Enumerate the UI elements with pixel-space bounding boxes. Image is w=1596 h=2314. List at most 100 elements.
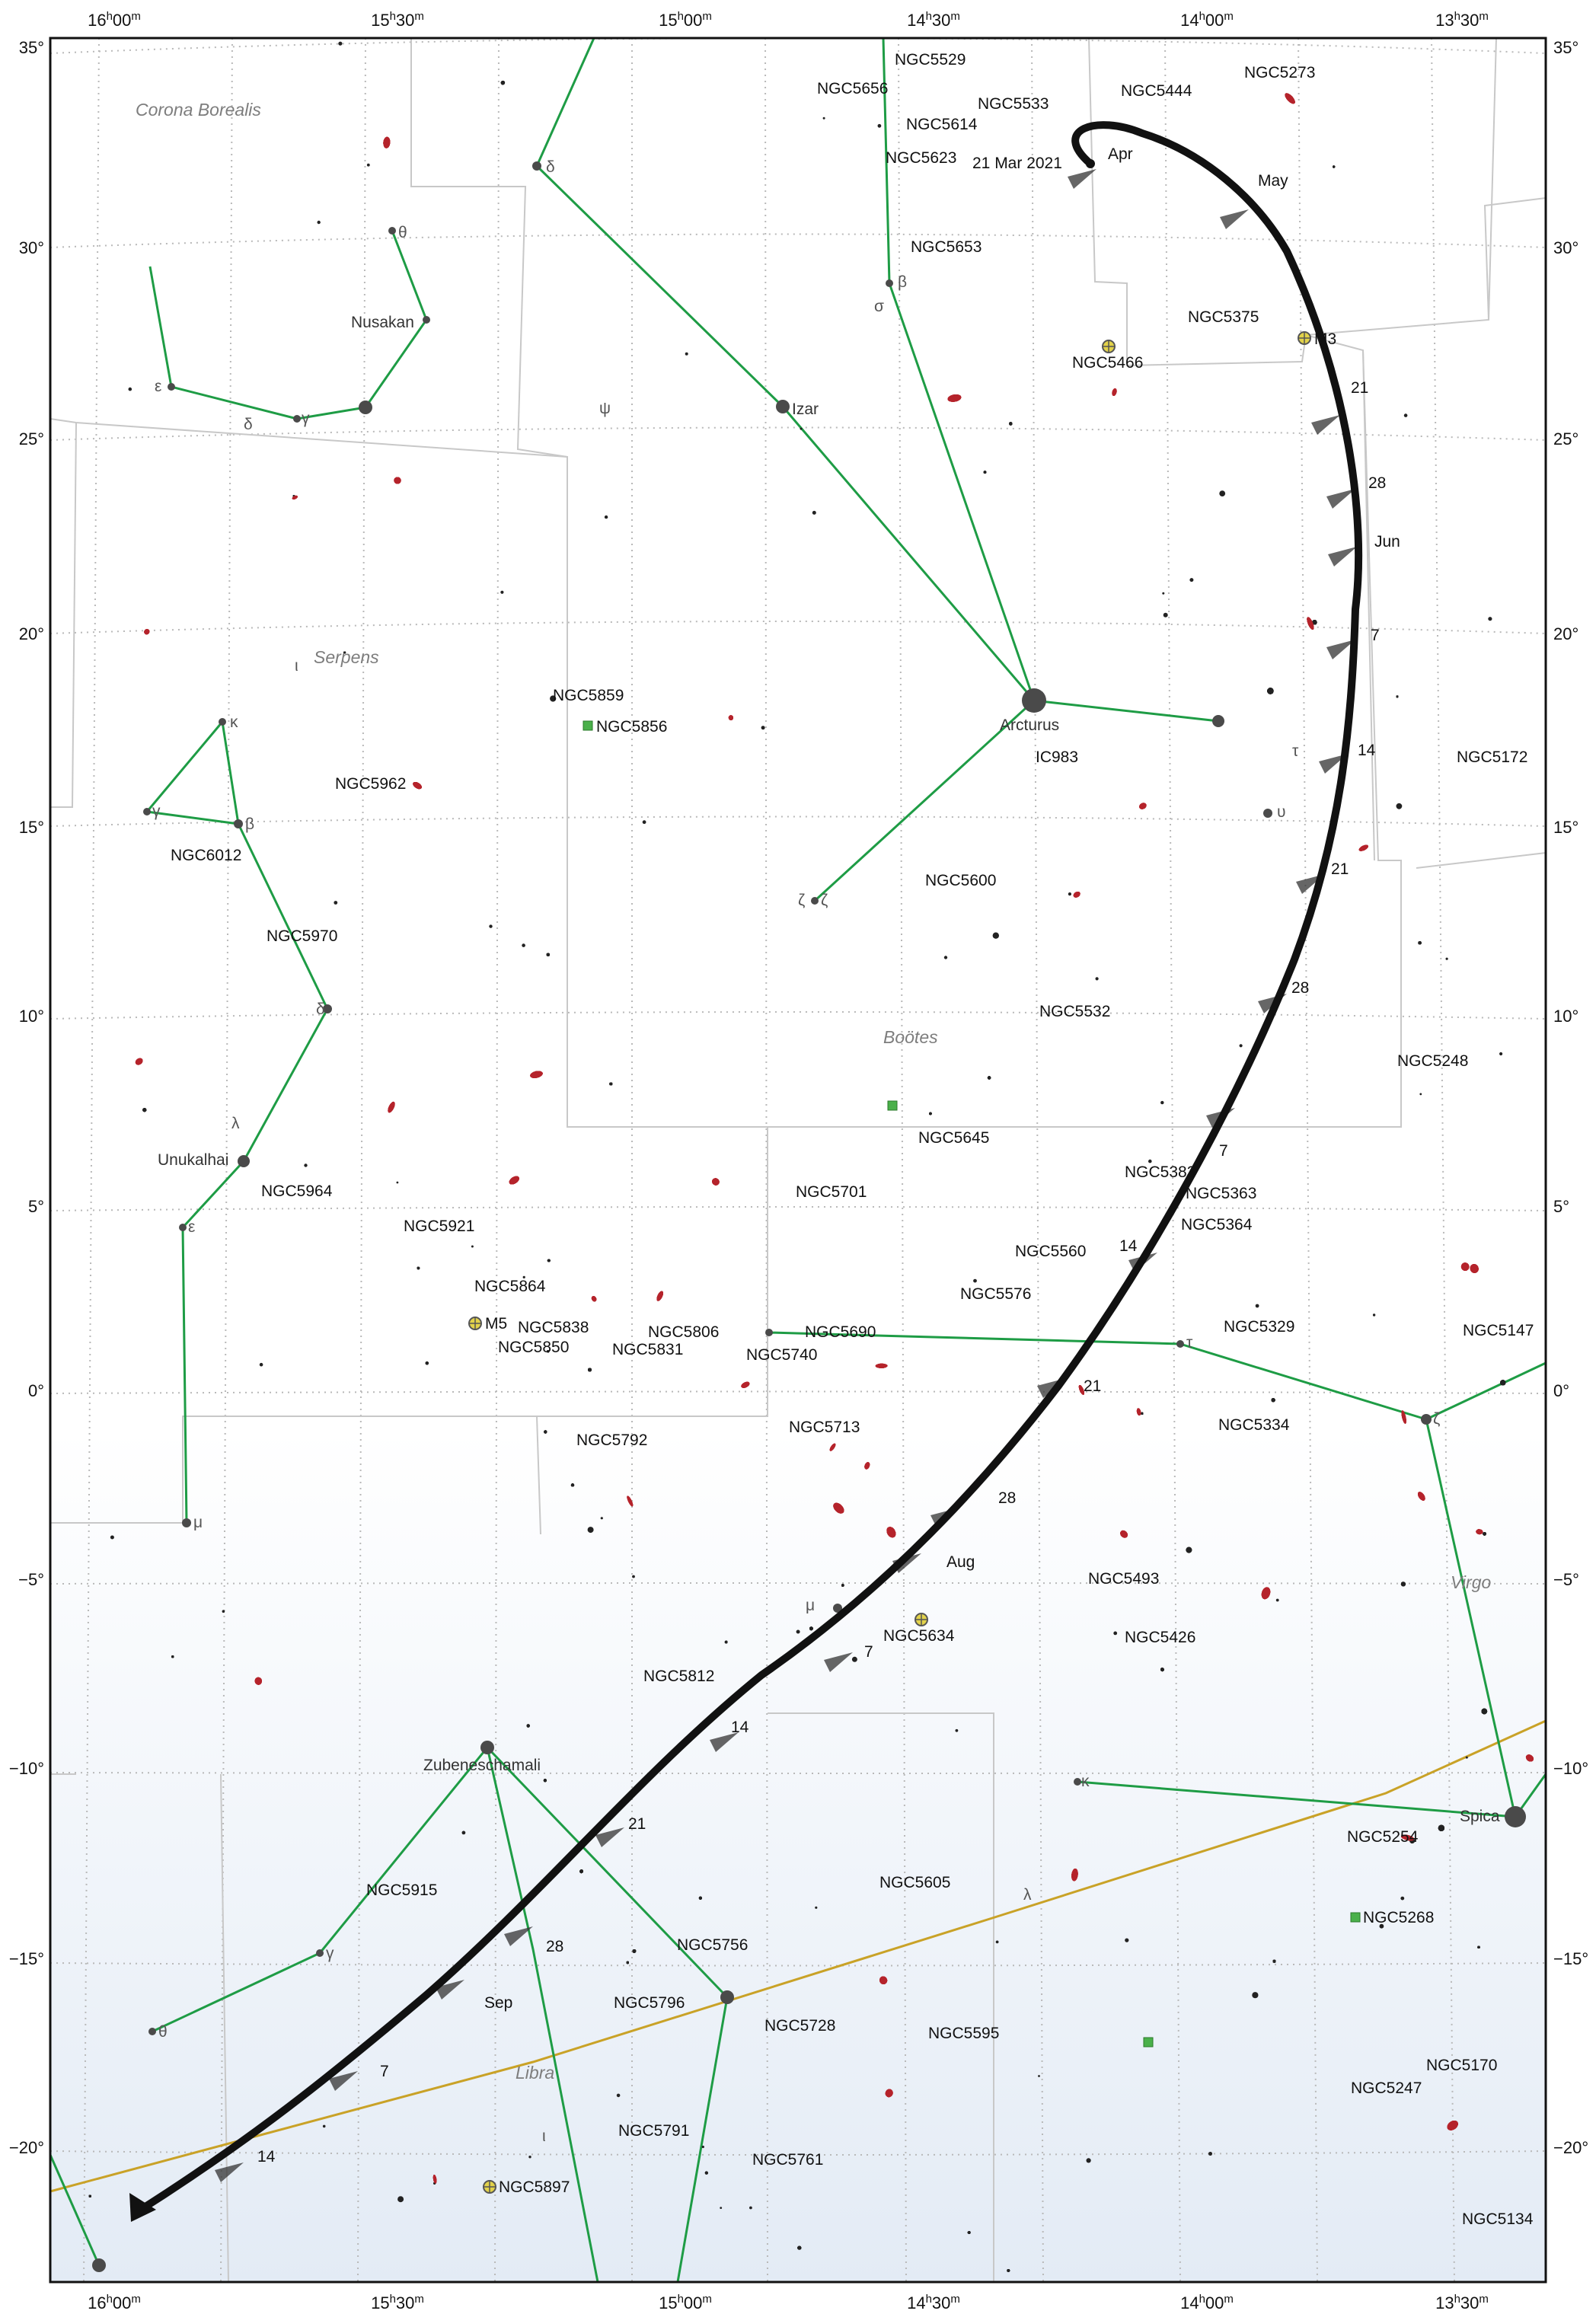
star-libra-bottom [92,2258,106,2272]
star-zubeneschamali [480,1741,494,1754]
field-star [812,510,816,515]
galaxy-icon [383,136,391,148]
tail-tick [1326,489,1355,509]
field-star [471,1245,474,1248]
galaxy-icon [1307,617,1314,630]
field-star [1009,422,1013,426]
field-star [1396,695,1399,698]
dec-tick-label: 20° [1553,624,1578,643]
field-star [1403,413,1408,417]
field-star [500,81,506,85]
dec-axis-left: 35° 30° 25° 20° 15° 10° 5° 0° −5° −10° −15° −20° [9,38,44,2157]
field-star [1219,490,1226,496]
greek-label: κ [1081,1773,1090,1790]
object-label: NGC5791 [618,2122,689,2140]
object-labels: NGC5529 NGC5656 NGC5533 NGC5614 NGC5623 … [171,51,1534,2228]
galaxy-icon [886,1527,896,1538]
cluster-ngc5897-icon [483,2180,496,2194]
field-star [632,1575,635,1578]
field-star [425,1361,429,1365]
field-star [526,1724,530,1728]
galaxy-icon [879,1976,888,1985]
field-star [1160,1100,1164,1105]
field-star [1400,1581,1406,1587]
greek-label: γ [326,1945,334,1962]
field-star [724,1640,728,1644]
ra-tick-label: 14h00m [1180,2293,1234,2312]
galaxy-icon [144,629,150,635]
object-label: NGC5653 [911,238,982,256]
object-label: NGC5614 [906,116,978,133]
field-star [701,2145,704,2149]
object-label: NGC5466 [1072,354,1143,372]
star-nusakan [359,401,372,414]
field-star [461,1830,466,1835]
field-star [546,953,550,957]
field-star [995,1940,999,1944]
field-star [543,1779,547,1783]
path-date-label: 21 [1331,860,1349,878]
ra-tick-label: 14h00m [1180,10,1234,30]
object-label: NGC5838 [518,1319,589,1336]
field-star [1499,1052,1503,1056]
path-arrow-icon [129,2193,156,2222]
field-star [142,1108,147,1112]
galaxy-icon [885,2089,893,2098]
dec-tick-label: 5° [1553,1197,1569,1216]
field-star [1400,1896,1405,1901]
chart-background [50,38,1546,2282]
field-star [749,2206,752,2210]
object-label: NGC5254 [1347,1828,1419,1846]
path-date-label: May [1258,172,1288,190]
field-star [1500,1380,1506,1386]
galaxy-icon [1136,1408,1141,1416]
path-date-label: 21 [1351,379,1368,397]
dec-tick-label: 15° [19,818,44,837]
field-star [128,387,132,391]
tail-tick [892,1553,921,1573]
galaxy-icon [591,1296,597,1302]
greek-label: υ [1277,803,1285,821]
galaxy-icon [1285,93,1295,104]
object-label: NGC5701 [796,1183,867,1201]
object-label: NGC5831 [612,1341,683,1358]
field-star [588,1368,592,1372]
star-label: Spica [1460,1808,1500,1825]
constellation-label: Serpens [314,647,379,667]
greek-label: ψ [599,400,611,417]
field-star [1007,2269,1010,2272]
path-date-label: 7 [1219,1142,1228,1160]
object-label: NGC5756 [677,1936,748,1954]
field-star [417,1266,420,1270]
dec-axis-right: 35° 30° 25° 20° 15° 10° 5° 0° −5° −10° −15° −20° [1553,38,1588,2157]
tail-tick [1311,415,1340,435]
object-label: NGC5859 [553,687,624,704]
nebula-ngc5268-icon [1350,1912,1361,1923]
nebula-libra-icon [1143,2037,1154,2047]
galaxy-icon [1078,1384,1085,1395]
comet-path [129,121,1363,2222]
field-star [547,1350,550,1353]
path-date-label: 7 [864,1643,873,1661]
object-label: NGC5792 [576,1431,647,1449]
constellation-boundaries [49,37,1547,2283]
ra-tick-label: 15h30m [371,10,424,30]
field-star [626,1961,629,1965]
object-label: NGC5364 [1181,1216,1253,1234]
greek-label: τ [1292,742,1299,760]
greek-label: β [245,815,254,833]
path-date-label: 21 [628,1815,646,1833]
field-star [171,1655,174,1658]
field-star [609,1082,613,1086]
greek-label: γ [302,410,310,427]
object-label: NGC5897 [499,2178,570,2196]
field-star [929,1112,932,1116]
path-date-label: Jun [1374,533,1400,551]
galaxy-icon [1417,1492,1425,1501]
field-star [397,2196,404,2203]
field-star [110,1535,114,1540]
field-star [1148,1159,1152,1163]
field-star [877,123,882,128]
field-star [334,901,338,905]
dec-tick-label: 20° [19,624,44,643]
